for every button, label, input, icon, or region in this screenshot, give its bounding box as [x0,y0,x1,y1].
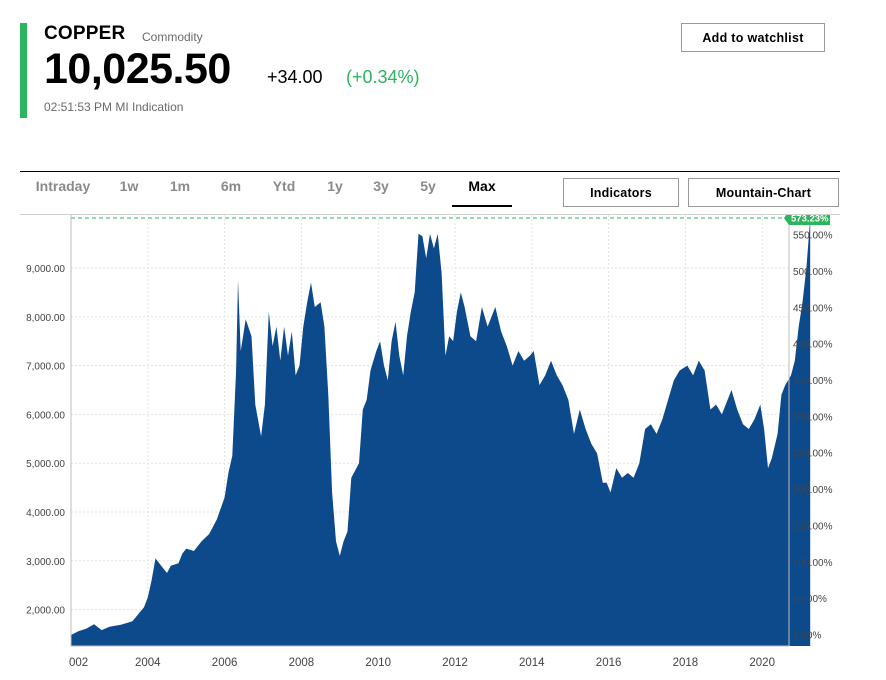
last-percent-tag: 573.23% [784,215,830,225]
y-right-tick-label: 350.00% [793,376,833,387]
tab-3y[interactable]: 3y [373,178,389,194]
y-left-tick-label: 4,000.00 [26,508,65,519]
y-left-tick-label: 3,000.00 [26,557,65,568]
x-tick-label: 2010 [365,657,391,669]
last-percent-label: 573.23% [791,215,829,224]
x-tick-label: 2016 [596,657,622,669]
y-right-tick-label: 450.00% [793,303,833,314]
tab-1m[interactable]: 1m [169,178,191,194]
y-left-tick-label: 6,000.00 [26,410,65,421]
x-tick-label: 002 [69,657,88,669]
y-right-tick-label: 250.00% [793,449,833,460]
y-right-tick-label: 400.00% [793,340,833,351]
chart-axes: 002 2004 2006 2008 2010 2012 2014 2016 2018 2020 2… [26,215,833,669]
tab-max[interactable]: Max [452,173,512,207]
last-percent-tag-bg [784,215,830,225]
chart-top-border [20,214,840,215]
y-left-tick-label: 5,000.00 [26,459,65,470]
price-area-series [71,218,811,646]
tab-1w[interactable]: 1w [119,178,139,194]
chart-type-button[interactable]: Mountain-Chart [688,178,839,207]
y-right-tick-label: 550.00% [793,231,833,242]
price-chart[interactable]: 002 2004 2006 2008 2010 2012 2014 2016 2018 2020 2… [0,215,886,680]
quote-timestamp: 02:51:53 PM MI Indication [44,100,184,114]
add-to-watchlist-button[interactable]: Add to watchlist [681,23,825,52]
x-tick-label: 2006 [212,657,238,669]
tab-6m[interactable]: 6m [220,178,242,194]
y-left-tick-label: 7,000.00 [26,362,65,373]
x-tick-label: 2014 [519,657,545,669]
y-right-tick-label: 50.00% [793,594,827,605]
y-right-tick-label: 150.00% [793,521,833,532]
commodity-name: COPPER [44,23,126,44]
x-tick-label: 2018 [673,657,699,669]
tab-5y[interactable]: 5y [420,178,436,194]
y-right-tick-label: 200.00% [793,485,833,496]
price-change-percent: (+0.34%) [346,67,420,87]
tab-intraday[interactable]: Intraday [35,178,91,194]
y-right-tick-label: 0.00% [793,630,821,641]
indicators-button[interactable]: Indicators [563,178,679,207]
y-left-tick-label: 8,000.00 [26,313,65,324]
x-tick-label: 2012 [442,657,468,669]
y-right-tick-label: 300.00% [793,412,833,423]
price-trend-indicator [20,23,27,118]
y-right-tick-label: 100.00% [793,558,833,569]
x-tick-label: 2008 [289,657,315,669]
price-change: +34.00 [267,67,323,87]
last-price: 10,025.50 [44,45,231,93]
y-right-tick-label: 500.00% [793,267,833,278]
section-divider [20,171,840,172]
x-tick-label: 2020 [749,657,775,669]
x-tick-label: 2004 [135,657,161,669]
y-left-tick-label: 9,000.00 [26,264,65,275]
tab-1y[interactable]: 1y [327,178,343,194]
tab-ytd[interactable]: Ytd [272,178,296,194]
asset-type-label: Commodity [142,30,203,44]
y-left-tick-label: 2,000.00 [26,606,65,617]
